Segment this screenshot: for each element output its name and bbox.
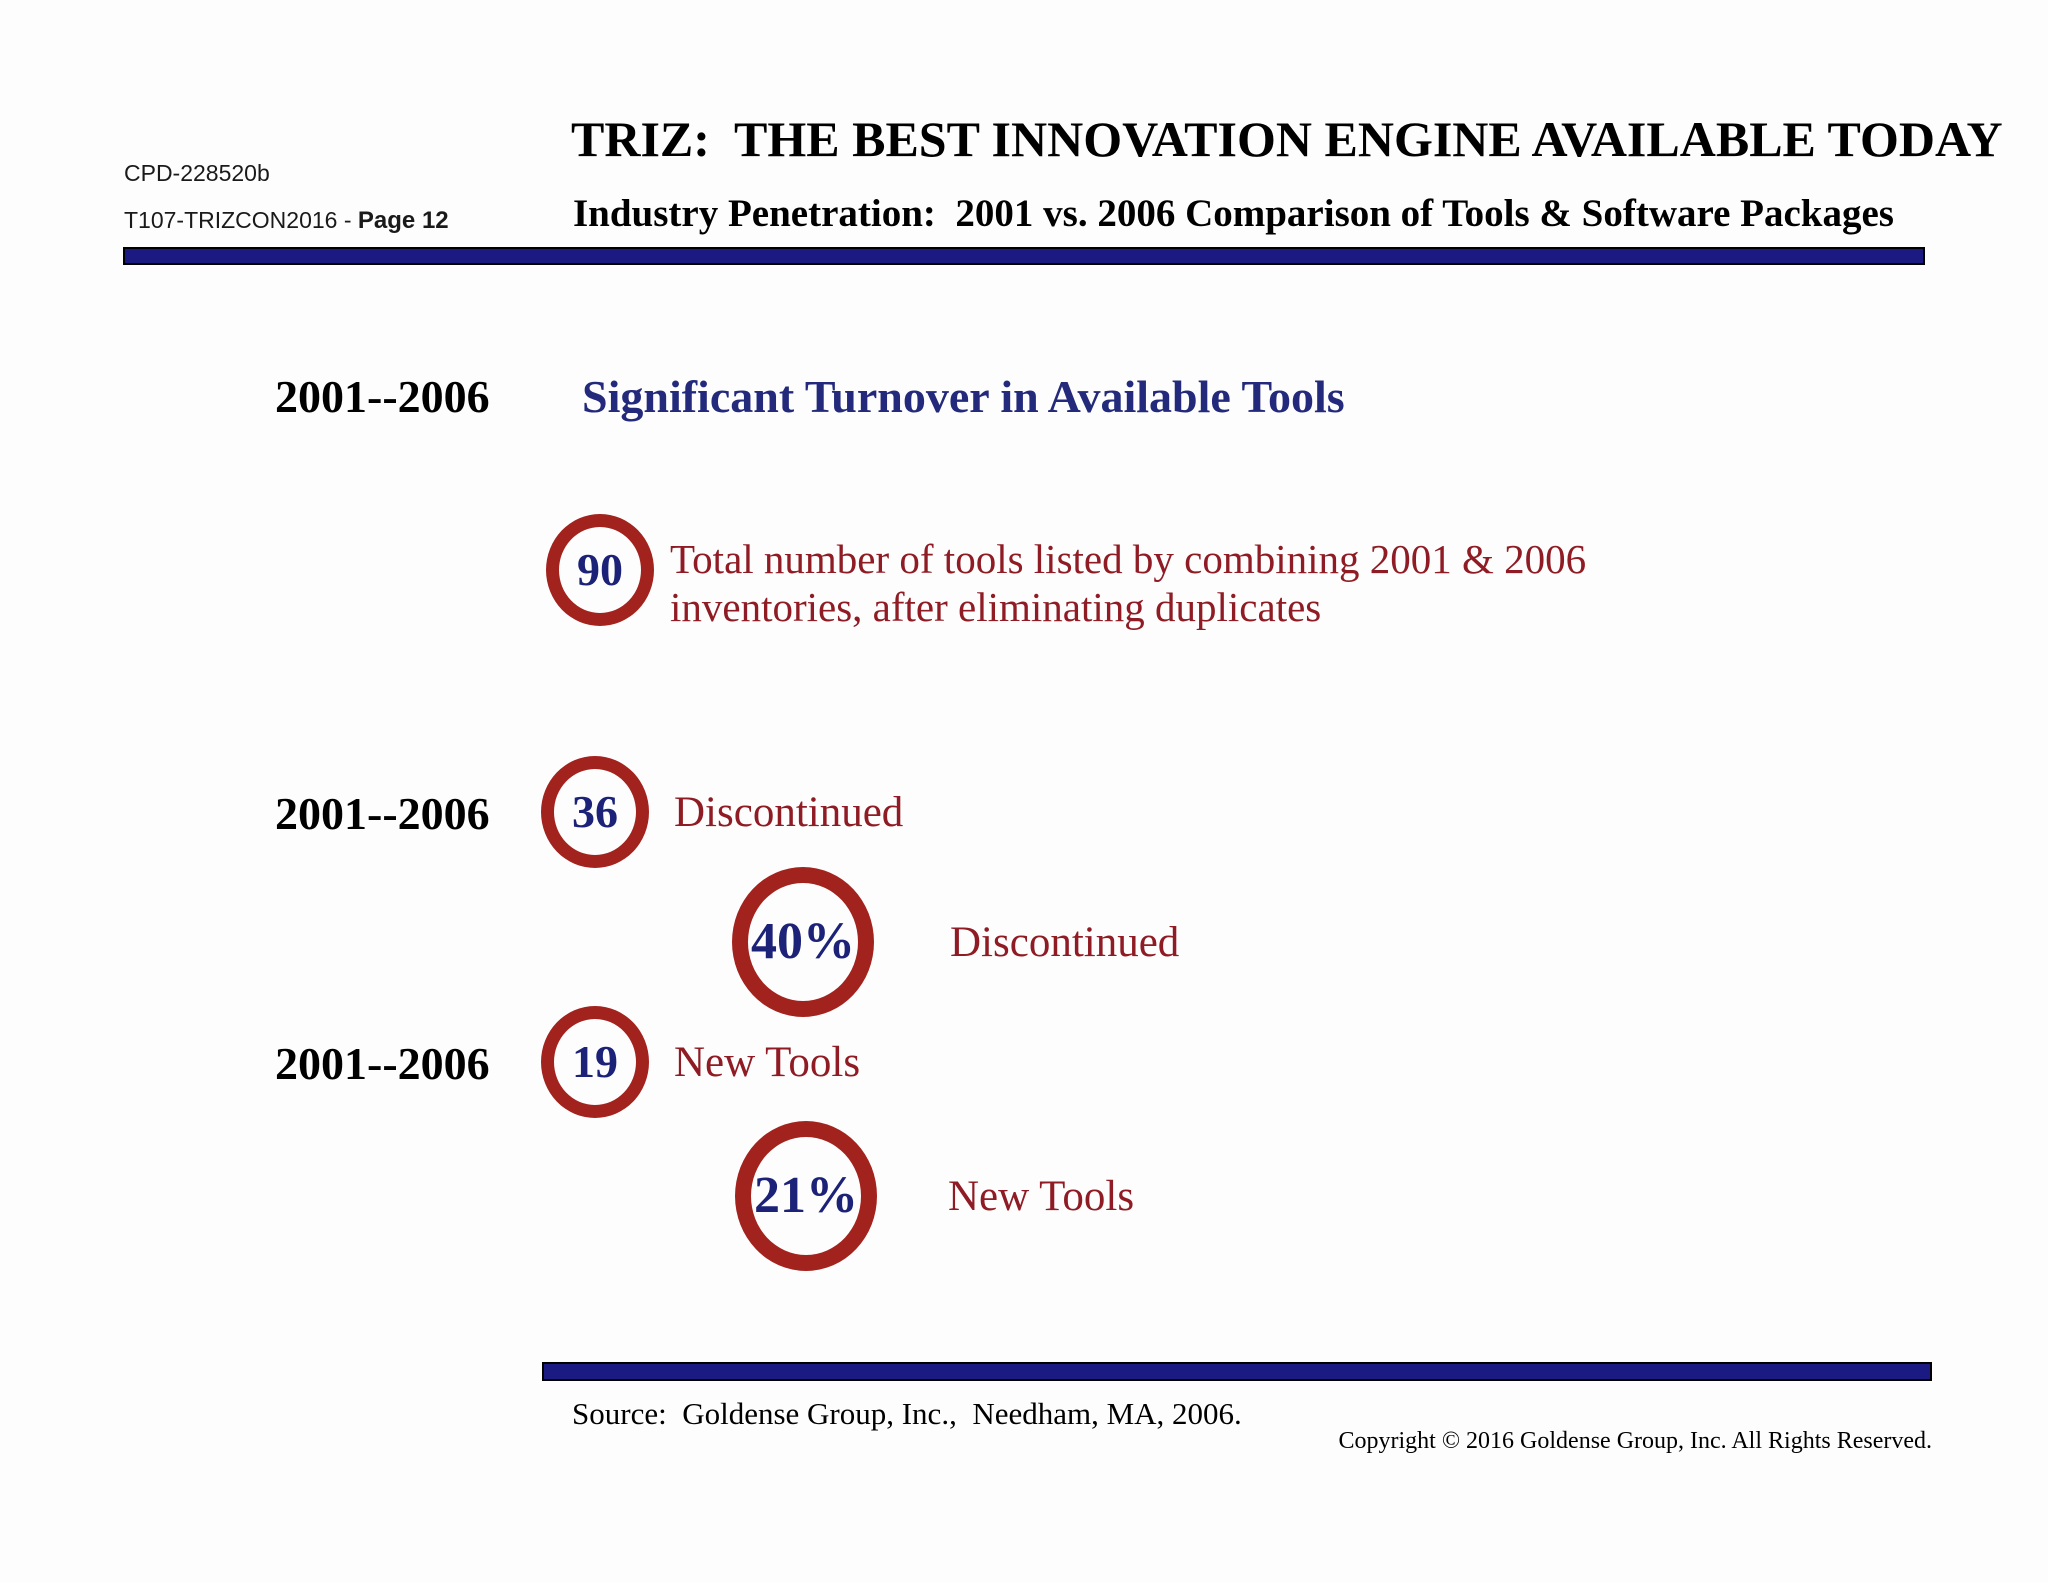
stat-label-discontinued-pct: Discontinued: [950, 919, 1180, 966]
document-reference: T107-TRIZCON2016 - Page 12: [124, 207, 449, 235]
footer-divider-bar: [542, 1362, 1932, 1381]
stat-description-total-line1: Total number of tools listed by combinin…: [670, 536, 1587, 582]
period-label-turnover: 2001--2006: [275, 371, 490, 422]
stat-description-total: Total number of tools listed by combinin…: [670, 536, 1586, 632]
slide-title: TRIZ: THE BEST INNOVATION ENGINE AVAILAB…: [571, 111, 2003, 167]
stat-circle-new-tools: 19: [541, 1006, 649, 1118]
header-divider-bar: [123, 247, 1925, 265]
stat-label-new-tools-pct: New Tools: [948, 1173, 1135, 1220]
stat-label-discontinued: Discontinued: [674, 789, 904, 836]
stat-circle-total: 90: [546, 514, 654, 626]
stat-label-new-tools: New Tools: [674, 1039, 861, 1086]
stat-value-new-tools-pct: 21%: [754, 1167, 858, 1224]
period-label-new-tools: 2001--2006: [275, 1038, 490, 1089]
document-code: CPD-228520b: [124, 160, 270, 186]
period-label-discontinued: 2001--2006: [275, 788, 490, 839]
stat-circle-new-tools-pct: 21%: [735, 1121, 877, 1271]
stat-value-total: 90: [577, 544, 623, 595]
section-heading: Significant Turnover in Available Tools: [582, 371, 1345, 422]
stat-value-discontinued: 36: [572, 786, 618, 837]
stat-value-discontinued-pct: 40%: [751, 913, 855, 970]
stat-value-new-tools: 19: [572, 1036, 618, 1087]
copyright-notice: Copyright © 2016 Goldense Group, Inc. Al…: [1338, 1428, 1932, 1454]
stat-description-total-line2: inventories, after eliminating duplicate…: [670, 583, 1322, 630]
stat-circle-discontinued: 36: [541, 756, 649, 868]
source-citation: Source: Goldense Group, Inc., Needham, M…: [572, 1396, 1242, 1431]
slide-subtitle: Industry Penetration: 2001 vs. 2006 Comp…: [573, 192, 1894, 235]
page-number-label: Page 12: [357, 207, 449, 234]
stat-circle-discontinued-pct: 40%: [732, 867, 874, 1017]
document-reference-prefix: T107-TRIZCON2016 -: [124, 207, 358, 233]
